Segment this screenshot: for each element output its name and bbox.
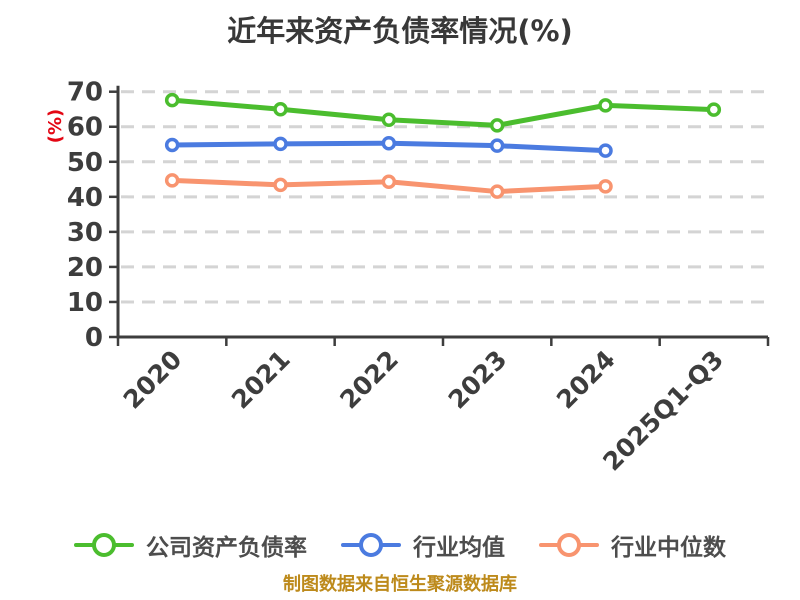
chart-title: 近年来资产负债率情况(%)	[227, 14, 573, 48]
legend-item-industry-median: 行业中位数	[539, 528, 726, 562]
legend-item-industry-avg: 行业均值	[341, 528, 505, 562]
legend-item-company: 公司资产负债率	[74, 528, 307, 562]
legend-label-industry-avg: 行业均值	[413, 535, 505, 561]
svg-text:10: 10	[67, 288, 103, 318]
legend-label-industry-median: 行业中位数	[611, 535, 726, 561]
svg-text:2024: 2024	[551, 345, 621, 415]
svg-text:70: 70	[67, 78, 103, 108]
legend-label-company: 公司资产负债率	[146, 535, 307, 561]
svg-text:40: 40	[67, 183, 103, 213]
svg-text:50: 50	[67, 148, 103, 178]
svg-text:20: 20	[67, 253, 103, 283]
svg-text:0: 0	[85, 323, 103, 353]
data-source-note: 制图数据来自恒生聚源数据库	[283, 574, 517, 595]
svg-text:2020: 2020	[118, 345, 188, 415]
industry-median-line-marker-icon	[539, 531, 599, 559]
svg-text:2023: 2023	[443, 345, 513, 415]
svg-text:2022: 2022	[334, 345, 404, 415]
svg-text:30: 30	[67, 218, 103, 248]
industry-avg-line-marker-icon	[341, 531, 401, 559]
svg-text:60: 60	[67, 113, 103, 143]
svg-text:2021: 2021	[226, 345, 296, 415]
company-line-marker-icon	[74, 531, 134, 559]
legend: 公司资产负债率 行业均值 行业中位数	[0, 528, 800, 562]
